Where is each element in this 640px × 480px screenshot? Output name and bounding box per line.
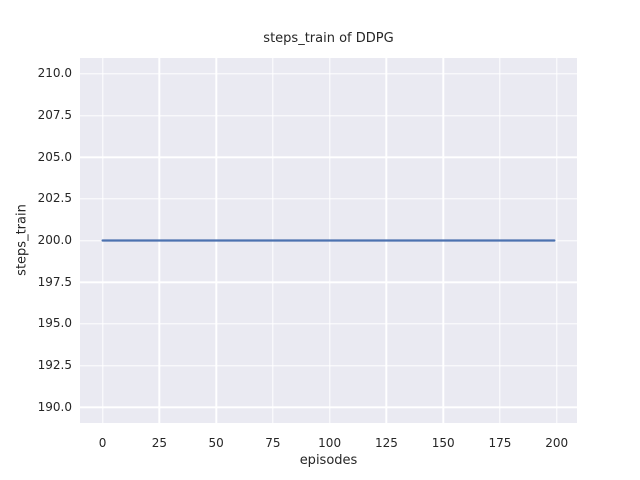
x-tick-label: 175 bbox=[488, 436, 512, 450]
y-tick-label: 205.0 bbox=[37, 149, 72, 164]
plot-area bbox=[80, 58, 577, 423]
y-tick-label: 195.0 bbox=[37, 316, 72, 331]
y-gridline bbox=[80, 156, 577, 158]
x-tick-label: 150 bbox=[431, 436, 455, 450]
y-tick-label: 210.0 bbox=[37, 66, 72, 81]
y-gridline bbox=[80, 73, 577, 75]
y-tick-label: 207.5 bbox=[37, 108, 72, 122]
x-tick-label: 0 bbox=[98, 436, 107, 450]
y-tick-label: 192.5 bbox=[37, 358, 72, 372]
x-tick-label: 125 bbox=[374, 436, 398, 450]
x-axis-label: episodes bbox=[299, 453, 358, 468]
y-gridline bbox=[80, 406, 577, 408]
x-tick-label: 200 bbox=[545, 436, 569, 450]
y-tick-label: 197.5 bbox=[37, 274, 72, 289]
x-tick-label: 25 bbox=[151, 436, 167, 450]
x-tick-label: 75 bbox=[265, 436, 281, 450]
chart-title: steps_train of DDPG bbox=[263, 31, 394, 46]
y-tick-label: 200.0 bbox=[37, 233, 72, 247]
y-gridline bbox=[80, 281, 577, 283]
y-gridline bbox=[80, 114, 577, 117]
y-gridline bbox=[80, 364, 577, 367]
y-tick-label: 190.0 bbox=[37, 399, 72, 414]
x-tick-label: 100 bbox=[318, 436, 342, 450]
y-gridline bbox=[80, 323, 577, 325]
y-gridline bbox=[80, 198, 577, 200]
y-tick-label: 202.5 bbox=[37, 191, 72, 206]
series-layer bbox=[101, 239, 556, 242]
x-tick-label: 50 bbox=[208, 436, 224, 450]
